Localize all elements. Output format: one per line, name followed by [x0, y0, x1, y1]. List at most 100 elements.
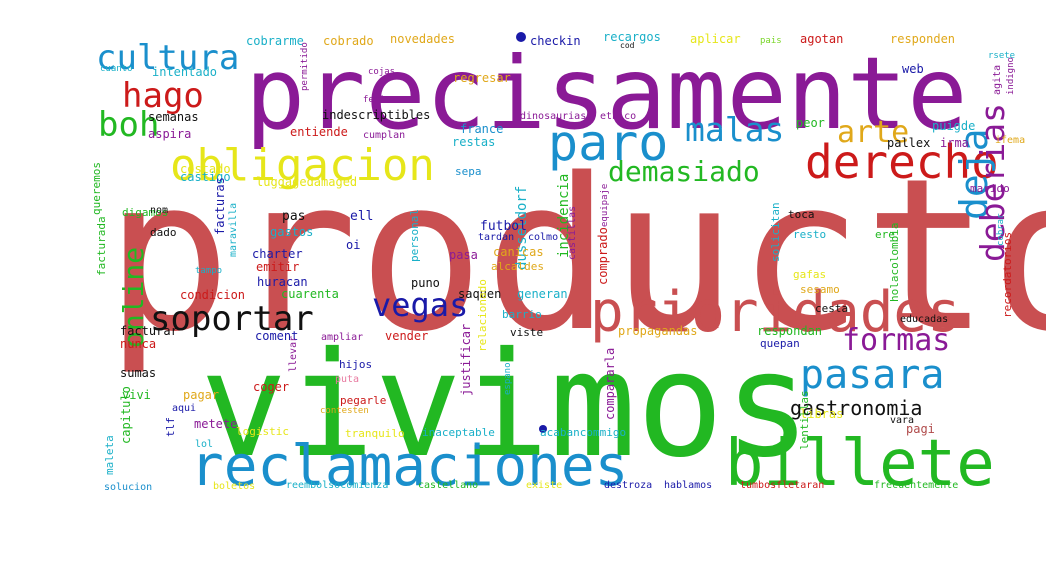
cloud-word: arte [837, 115, 909, 150]
cloud-word: castellano [418, 480, 478, 491]
cloud-word: dinosaurias [520, 111, 586, 122]
cloud-word: demasiado [608, 155, 760, 188]
cloud-word: queremos [90, 162, 103, 215]
cloud-word: responden [890, 32, 955, 46]
cloud-word: colmo [528, 232, 558, 243]
cloud-word: pais [760, 36, 782, 46]
cloud-word: acabancommigo [540, 426, 626, 439]
cloud-word: facturas [213, 177, 227, 235]
cloud-word: educadas [900, 314, 948, 325]
cloud-word: coger [253, 380, 289, 394]
cloud-word: cojas [368, 67, 395, 77]
cloud-word: agotan [800, 32, 843, 46]
cloud-word: castigo [180, 170, 231, 184]
cloud-word: tumbosfletaran [740, 480, 824, 491]
cloud-word: compararla [603, 348, 617, 420]
cloud-word: dusseldorf [514, 186, 530, 270]
cloud-word: digamos [122, 206, 168, 219]
cloud-word: sumas [120, 366, 156, 380]
cloud-word: castillas [567, 206, 578, 260]
cloud-word: precisamente [245, 35, 967, 152]
cloud-word: destroza [604, 480, 652, 491]
cloud-word: coment [255, 329, 298, 343]
cloud-word: ifema [995, 135, 1025, 146]
cloud-word: boletos [213, 481, 255, 492]
cloud-word: cultura [96, 38, 239, 78]
cloud-word: tampo [195, 266, 222, 276]
cloud-word: aplicar [690, 32, 741, 46]
cloud-word: feria [363, 95, 390, 105]
cloud-word: sesamo [800, 283, 840, 296]
cloud-word: permitido [300, 42, 310, 91]
cloud-word: logistic [236, 425, 289, 438]
cloud-word: relacionado [476, 279, 489, 352]
cloud-word: pallex [887, 136, 930, 150]
cloud-word: puta [335, 374, 359, 385]
cloud-word: ampliar [321, 332, 363, 343]
cloud-word: restas [452, 135, 495, 149]
cloud-word: etnico [600, 111, 636, 122]
cloud-word: checkin [530, 34, 581, 48]
cloud-word: indescriptibles [322, 108, 430, 122]
cloud-word: personal [408, 209, 421, 262]
cloud-word: cuarenta [281, 287, 339, 301]
cloud-word: respondan [757, 324, 822, 338]
cloud-word: pasara [800, 352, 945, 398]
cloud-word: regresar [453, 71, 511, 85]
cloud-word: pagi [906, 422, 935, 436]
cloud-word: espano [503, 362, 513, 395]
cloud-word: generan [517, 287, 568, 301]
cloud-word: cuanto [100, 64, 133, 74]
cloud-word: indigno [1006, 57, 1016, 95]
cloud-word: puno [411, 276, 440, 290]
cloud-word: libras [800, 407, 843, 421]
cloud-word: facturar [120, 324, 178, 338]
cloud-word: cod [620, 41, 635, 50]
cloud-word: paro [548, 114, 668, 172]
cloud-word: producto [105, 133, 1046, 378]
decorative-dot [539, 425, 547, 433]
cloud-word: saquen [458, 287, 501, 301]
cloud-word: facturada [95, 216, 108, 276]
cloud-word: prioridades [590, 280, 961, 345]
cloud-word: deberias [973, 103, 1012, 262]
cloud-word: obligacion [170, 140, 435, 191]
cloud-word: dado [150, 226, 177, 239]
cloud-word: oi [346, 238, 360, 252]
cloud-word: holacolombia [888, 223, 901, 302]
cloud-word: ell [350, 209, 373, 224]
cloud-word: lentillas [798, 390, 811, 450]
cloud-word: pagar [183, 388, 219, 402]
cloud-word: cobrado [323, 34, 374, 48]
cloud-word: aqui [172, 403, 196, 414]
cloud-word: luggagedamaged [256, 175, 357, 189]
cloud-word: propagandas [618, 324, 697, 338]
cloud-word: tardan [478, 232, 514, 243]
cloud-word: tranquilo [345, 427, 405, 440]
cloud-word: hago [122, 76, 204, 116]
cloud-word: equipaje [600, 184, 610, 227]
cloud-word: irma [940, 136, 969, 150]
cloud-word: peor [796, 116, 825, 130]
cloud-word: web [902, 62, 924, 76]
cloud-word: incidencia [556, 174, 572, 258]
cloud-word: rsete [988, 51, 1015, 61]
cloud-word: cesta [815, 302, 848, 315]
cloud-word: emitir [256, 260, 299, 274]
cloud-word: pegarle [340, 394, 386, 407]
cloud-word: recargos [603, 30, 661, 44]
cloud-word: vara [890, 415, 914, 426]
cloud-word: ere [875, 228, 895, 241]
cloud-word: canicas [493, 245, 544, 259]
cloud-word: cobrarme [246, 34, 304, 48]
cloud-word: alcaldes [491, 260, 544, 273]
cloud-word: maleta [103, 435, 116, 475]
decorative-dot [516, 32, 526, 42]
cloud-word: comprado [596, 227, 610, 285]
cloud-word: vivi [122, 388, 151, 402]
cloud-word: nom [150, 205, 168, 216]
cloud-word: puigde [932, 119, 975, 133]
cloud-word: gafas [793, 268, 826, 281]
cloud-word: hijos [339, 358, 372, 371]
